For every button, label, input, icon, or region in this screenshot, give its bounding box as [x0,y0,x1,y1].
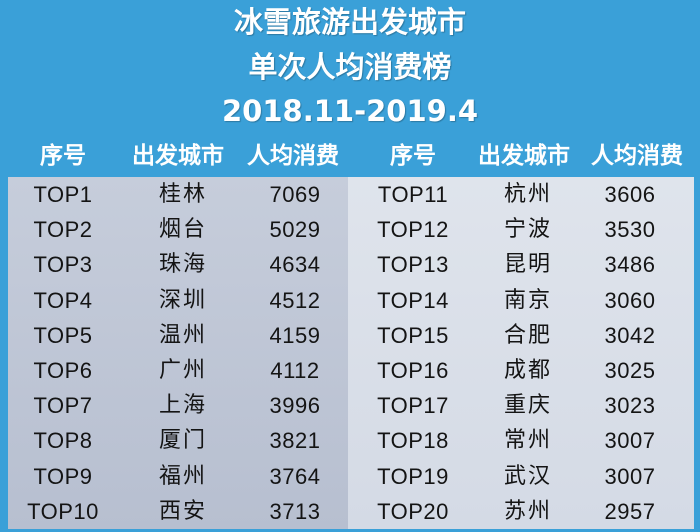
cell-city: 宁波 [503,217,552,242]
cell-rank: TOP11 [377,182,449,207]
cell-city: 合肥 [503,323,552,348]
cell-city: 成都 [503,358,552,383]
header-rank-right: 序号 [390,143,436,169]
cell-spend: 3007 [604,464,656,489]
cell-city: 福州 [158,464,207,489]
table-row: TOP19 武汉 3007 [348,459,694,494]
cell-spend: 3606 [604,182,656,207]
cell-city: 杭州 [503,182,552,207]
table-row: TOP15 合肥 3042 [348,318,694,353]
table-row: TOP5 温州 4159 [8,318,348,353]
cell-city: 深圳 [158,288,207,313]
cell-city: 常州 [503,428,552,453]
cell-spend: 3060 [604,288,656,313]
cell-city: 重庆 [503,393,552,418]
cell-city: 厦门 [158,428,207,453]
table-row: TOP10 西安 3713 [8,494,348,529]
cell-rank: TOP3 [33,252,93,277]
cell-spend: 4112 [270,358,320,383]
cell-city: 西安 [158,499,207,524]
table-row: TOP6 广州 4112 [8,353,348,388]
cell-spend: 4512 [269,288,321,313]
cell-spend: 3025 [604,358,656,383]
cell-spend: 4159 [269,323,321,348]
cell-rank: TOP18 [377,428,449,453]
header-city-left: 出发城市 [132,143,224,169]
cell-spend: 3821 [269,428,321,453]
cell-rank: TOP15 [377,323,449,348]
cell-city: 上海 [158,393,207,418]
cell-rank: TOP1 [33,182,93,207]
header-spend-right: 人均消费 [591,143,683,169]
cell-rank: TOP4 [33,288,93,313]
table-row: TOP1 桂林 7069 [8,177,348,212]
cell-city: 昆明 [503,252,552,277]
cell-spend: 2957 [604,499,656,524]
table-row: TOP14 南京 3060 [348,283,694,318]
cell-spend: 3996 [269,393,321,418]
cell-city: 桂林 [158,182,207,207]
cell-rank: TOP13 [377,252,449,277]
cell-rank: TOP20 [377,499,449,524]
cell-spend: 3713 [269,499,321,524]
cell-spend: 5029 [269,217,321,242]
cell-spend: 3042 [604,323,656,348]
cell-spend: 3530 [604,217,656,242]
table-row: TOP9 福州 3764 [8,459,348,494]
title-line-1: 冰雪旅游出发城市 [233,5,466,39]
table-row: TOP11 杭州 3606 [348,177,694,212]
table-row: TOP12 宁波 3530 [348,212,694,247]
table-row: TOP2 烟台 5029 [8,212,348,247]
cell-spend: 3007 [604,428,656,453]
cell-rank: TOP16 [377,358,449,383]
cell-city: 苏州 [503,499,552,524]
cell-city: 珠海 [158,252,207,277]
cell-spend: 4634 [269,252,321,277]
table-row: TOP13 昆明 3486 [348,247,694,282]
cell-city: 广州 [158,358,207,383]
cell-rank: TOP19 [377,464,449,489]
cell-spend: 3764 [269,464,321,489]
cell-rank: TOP7 [33,393,93,418]
title-line-2: 单次人均消费榜 [248,50,452,84]
title-date-range: 2018.11-2019.4 [221,94,479,128]
cell-rank: TOP14 [377,288,449,313]
cell-city: 南京 [503,288,552,313]
table-row: TOP3 珠海 4634 [8,247,348,282]
cell-city: 武汉 [503,464,552,489]
cell-rank: TOP5 [33,323,93,348]
cell-rank: TOP10 [27,499,99,524]
cell-rank: TOP17 [377,393,449,418]
cell-spend: 3023 [604,393,656,418]
cell-city: 温州 [158,323,207,348]
header-spend-left: 人均消费 [247,143,339,169]
table-row: TOP17 重庆 3023 [348,388,694,423]
table-row: TOP7 上海 3996 [8,388,348,423]
table-row: TOP18 常州 3007 [348,423,694,458]
table-row: TOP20 苏州 2957 [348,494,694,529]
table-row: TOP16 成都 3025 [348,353,694,388]
cell-rank: TOP9 [33,464,93,489]
header-city-right: 出发城市 [478,143,570,169]
cell-spend: 7069 [269,182,321,207]
table-row: TOP4 深圳 4512 [8,283,348,318]
cell-rank: TOP2 [33,217,93,242]
header-rank-left: 序号 [40,143,86,169]
ranking-table-right: TOP11 杭州 3606 TOP12 宁波 3530 TOP13 昆明 3486 TOP14 南京… [348,177,694,529]
cell-rank: TOP6 [33,358,93,383]
cell-rank: TOP8 [33,428,93,453]
ranking-table-left: TOP1 桂林 7069 TOP2 烟台 5029 TOP3 珠海 4634 TOP4 深圳 4512… [8,177,348,529]
cell-spend: 3486 [604,252,656,277]
cell-rank: TOP12 [377,217,449,242]
table-row: TOP8 厦门 3821 [8,423,348,458]
cell-city: 烟台 [158,217,207,242]
